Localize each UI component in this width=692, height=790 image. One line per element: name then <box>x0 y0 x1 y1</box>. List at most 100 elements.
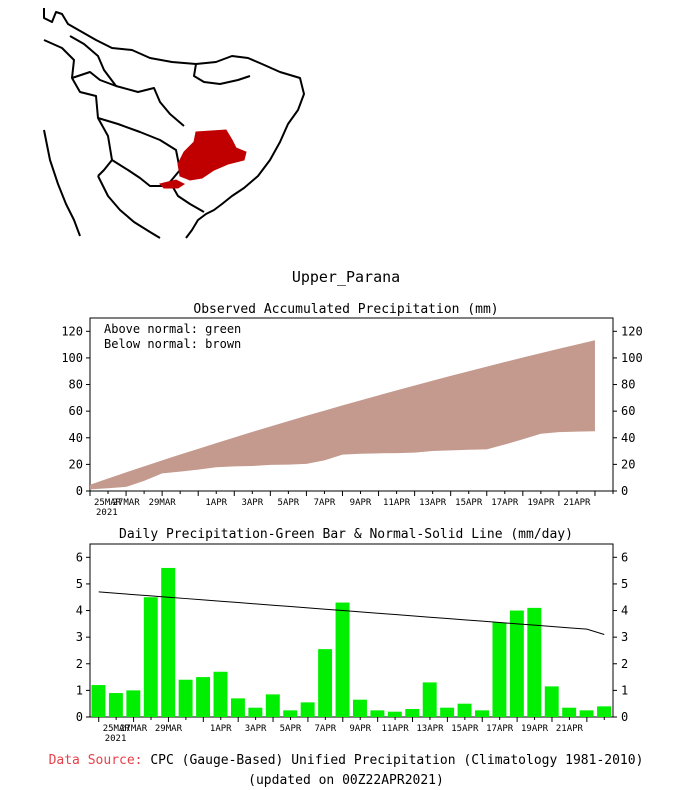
daily-bar <box>230 698 245 717</box>
x-tick-label: 15APR <box>455 498 483 508</box>
y-tick-label-left: 3 <box>76 630 83 644</box>
y-tick-label-right: 2 <box>621 657 628 671</box>
accumulated-precip-chart: Observed Accumulated Precipitation (mm) A… <box>61 302 643 518</box>
x-tick-label: 25MAR <box>94 498 122 508</box>
chart1-title: Observed Accumulated Precipitation (mm) <box>193 302 498 317</box>
y-tick-label-right: 120 <box>621 324 643 338</box>
x-tick-label: 29MAR <box>149 498 177 508</box>
border-7 <box>169 181 205 213</box>
daily-bar <box>300 702 315 717</box>
x-tick-label: 13APR <box>419 498 447 508</box>
daily-bar <box>422 682 437 717</box>
data-source-label: Data Source: <box>48 753 143 768</box>
x-tick-label: 7APR <box>315 724 337 734</box>
region-title: Upper_Parana <box>291 268 401 286</box>
daily-bar <box>248 707 263 717</box>
y-tick-label-right: 5 <box>621 577 628 591</box>
y-tick-label-left: 20 <box>69 457 83 471</box>
daily-bar <box>126 690 141 717</box>
daily-bar <box>457 703 472 717</box>
x-tick-label: 21APR <box>556 724 584 734</box>
region-shaded-tail <box>159 179 185 189</box>
x-tick-label: 1APR <box>205 498 227 508</box>
daily-bar <box>91 685 106 717</box>
daily-bar <box>562 707 577 717</box>
y-tick-label-left: 0 <box>76 484 83 498</box>
y-tick-label-left: 80 <box>69 378 83 392</box>
y-tick-label-left: 5 <box>76 577 83 591</box>
south-america-map <box>43 8 305 239</box>
daily-bar <box>387 711 402 717</box>
daily-precip-chart: Daily Precipitation-Green Bar & Normal-S… <box>76 527 628 744</box>
daily-bar <box>475 710 489 717</box>
normal-line <box>98 591 605 635</box>
border-2 <box>71 71 185 127</box>
x-tick-label: 9APR <box>349 724 371 734</box>
x-tick-label: 19APR <box>527 498 555 508</box>
x-tick-label: 27MAR <box>113 498 141 508</box>
x-tick-label: 13APR <box>416 724 444 734</box>
daily-bar <box>161 567 176 717</box>
x-tick-label: 5APR <box>278 498 300 508</box>
y-tick-label-right: 3 <box>621 630 628 644</box>
y-tick-label-right: 60 <box>621 404 635 418</box>
updated-note: (updated on 00Z22APR2021) <box>248 773 444 788</box>
x-tick-label: 29MAR <box>155 724 183 734</box>
y-tick-label-left: 6 <box>76 550 83 564</box>
daily-bar <box>544 686 559 717</box>
legend-above: Above normal: green <box>104 322 241 336</box>
coast-west <box>43 129 81 237</box>
x-tick-label: 11APR <box>383 498 411 508</box>
y-tick-label-right: 1 <box>621 683 628 697</box>
daily-bar <box>492 622 507 717</box>
border-1 <box>43 39 113 177</box>
daily-bar <box>509 610 524 717</box>
x-tick-label-year: 2021 <box>105 734 127 744</box>
data-source-text: CPC (Gauge-Based) Unified Precipitation … <box>150 753 644 768</box>
daily-bar <box>405 709 420 717</box>
x-tick-label: 5APR <box>280 724 302 734</box>
y-tick-label-right: 20 <box>621 457 635 471</box>
x-tick-label: 17APR <box>491 498 519 508</box>
border-4 <box>111 159 173 187</box>
x-tick-label: 15APR <box>451 724 479 734</box>
continent-outline <box>43 8 305 239</box>
border-8 <box>97 175 161 239</box>
x-tick-label: 3APR <box>241 498 263 508</box>
daily-bar <box>196 677 211 717</box>
x-tick-label: 21APR <box>563 498 591 508</box>
daily-bar <box>265 694 280 717</box>
y-tick-label-right: 100 <box>621 351 643 365</box>
y-tick-label-left: 1 <box>76 683 83 697</box>
x-tick-label: 3APR <box>245 724 267 734</box>
daily-bar <box>597 706 611 717</box>
daily-bar <box>353 699 367 717</box>
y-tick-label-left: 120 <box>61 324 83 338</box>
border-6 <box>193 63 251 85</box>
daily-bar <box>213 671 228 717</box>
chart2-frame <box>89 543 614 718</box>
y-tick-label-left: 2 <box>76 657 83 671</box>
y-tick-label-right: 80 <box>621 378 635 392</box>
data-source-line: Data Source: CPC (Gauge-Based) Unified P… <box>0 753 692 768</box>
chart2-title: Daily Precipitation-Green Bar & Normal-S… <box>119 527 573 542</box>
x-tick-label: 1APR <box>210 724 232 734</box>
y-tick-label-right: 4 <box>621 604 628 618</box>
daily-bar <box>318 649 333 717</box>
x-tick-label: 25MAR <box>103 724 131 734</box>
y-tick-label-left: 4 <box>76 604 83 618</box>
x-tick-label: 7APR <box>314 498 336 508</box>
region-shaded <box>177 129 247 181</box>
x-tick-label: 19APR <box>521 724 549 734</box>
daily-bar <box>579 710 594 717</box>
border-5 <box>69 35 117 87</box>
x-tick-label: 11APR <box>382 724 410 734</box>
y-tick-label-left: 100 <box>61 351 83 365</box>
x-tick-label-year: 2021 <box>96 508 118 518</box>
daily-bar <box>108 693 123 717</box>
y-tick-label-right: 0 <box>621 710 628 724</box>
below-normal-area <box>90 340 595 490</box>
y-tick-label-right: 0 <box>621 484 628 498</box>
daily-bar <box>143 597 158 717</box>
legend-below: Below normal: brown <box>104 337 241 351</box>
